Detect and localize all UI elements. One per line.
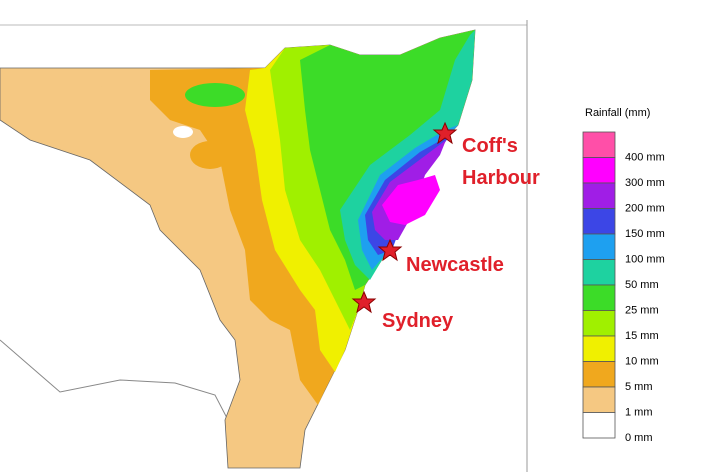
legend-label: 200 mm: [625, 202, 665, 214]
legend-swatch: [582, 157, 616, 184]
legend-swatch: [582, 259, 616, 286]
region-25mm: [185, 83, 245, 107]
region-5mm: [190, 141, 230, 169]
legend-label: 300 mm: [625, 177, 665, 189]
legend: Rainfall (mm) 400 mm 300 mm 200 mm 150 mm 10…: [582, 107, 665, 444]
region-0mm: [173, 126, 193, 138]
city-marker: [432, 121, 458, 145]
map: Coff's Harbour Newcastle Sydney: [0, 20, 540, 472]
legend-label: 25 mm: [625, 304, 659, 316]
legend-swatch: [582, 284, 616, 311]
legend-swatch: [582, 233, 616, 260]
legend-swatch: [582, 310, 616, 337]
city-label: Sydney: [382, 310, 454, 332]
region-300mm: [382, 175, 440, 225]
city-marker: [351, 290, 377, 314]
legend-label: 5 mm: [625, 381, 653, 393]
legend-swatch: [582, 208, 616, 235]
legend-label: 400 mm: [625, 151, 665, 163]
state-border: [0, 339, 229, 421]
legend-swatch: [582, 335, 616, 362]
legend-label: 15 mm: [625, 330, 659, 342]
legend-label: 100 mm: [625, 253, 665, 265]
city-label: Coff's: [462, 135, 518, 157]
city-label: Newcastle: [406, 254, 504, 276]
legend-swatch: [582, 361, 616, 388]
legend-title: Rainfall (mm): [585, 107, 650, 119]
legend-label: 150 mm: [625, 228, 665, 240]
legend-swatch: [582, 131, 616, 158]
legend-label: 0 mm: [625, 432, 653, 444]
legend-label: 50 mm: [625, 279, 659, 291]
legend-swatch: [582, 412, 616, 439]
city-markers: [351, 121, 458, 314]
city-marker: [377, 238, 403, 262]
city-label: Harbour: [462, 167, 540, 189]
legend-label: 1 mm: [625, 406, 653, 418]
legend-label: 10 mm: [625, 355, 659, 367]
legend-swatch: [582, 386, 616, 413]
region-1mm: [96, 78, 146, 122]
legend-swatch: [582, 182, 616, 209]
